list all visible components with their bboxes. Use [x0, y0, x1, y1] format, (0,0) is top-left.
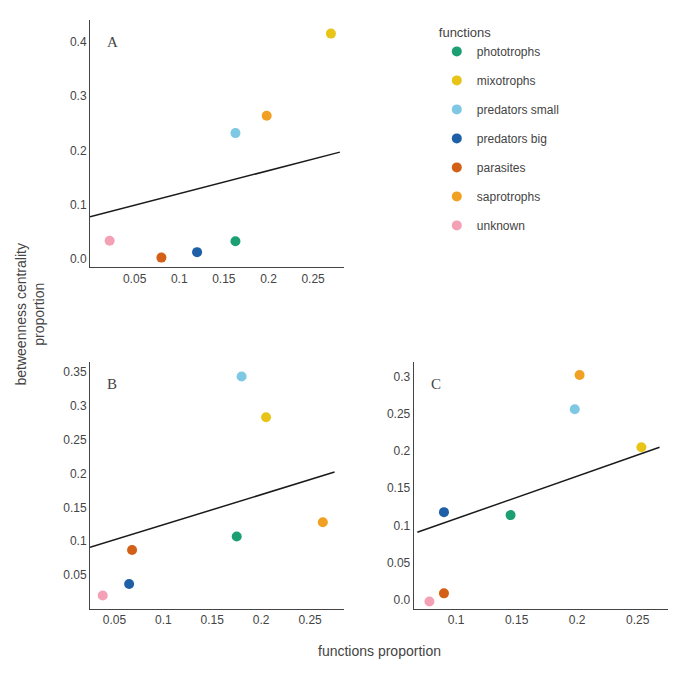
svg-text:B: B [107, 376, 117, 392]
svg-text:0.3: 0.3 [70, 399, 87, 413]
svg-text:0.0: 0.0 [70, 252, 87, 266]
svg-text:0.25: 0.25 [298, 613, 322, 627]
svg-text:A: A [107, 34, 118, 50]
svg-text:0.3: 0.3 [394, 370, 411, 384]
svg-text:parasites: parasites [477, 161, 526, 175]
svg-text:0.35: 0.35 [63, 365, 87, 379]
svg-text:0.2: 0.2 [253, 613, 270, 627]
svg-text:0.1: 0.1 [171, 272, 188, 286]
svg-text:0.0: 0.0 [394, 593, 411, 607]
svg-text:0.4: 0.4 [70, 35, 87, 49]
svg-text:0.05: 0.05 [123, 272, 147, 286]
svg-text:0.25: 0.25 [387, 407, 411, 421]
svg-text:functions: functions [439, 25, 492, 40]
svg-text:0.15: 0.15 [212, 272, 236, 286]
svg-text:0.15: 0.15 [505, 613, 529, 627]
svg-text:0.25: 0.25 [63, 433, 87, 447]
svg-text:C: C [431, 376, 441, 392]
svg-text:0.05: 0.05 [103, 613, 127, 627]
svg-text:0.25: 0.25 [301, 272, 325, 286]
svg-text:0.1: 0.1 [448, 613, 465, 627]
svg-text:0.15: 0.15 [387, 481, 411, 495]
svg-text:betweenness centralityproporti: betweenness centralityproportion [13, 243, 47, 385]
svg-text:0.15: 0.15 [63, 501, 87, 515]
svg-text:0.05: 0.05 [63, 568, 87, 582]
svg-text:0.05: 0.05 [387, 556, 411, 570]
svg-text:0.15: 0.15 [201, 613, 225, 627]
svg-text:0.25: 0.25 [626, 613, 650, 627]
svg-text:0.2: 0.2 [70, 144, 87, 158]
svg-text:functions proportion: functions proportion [318, 643, 441, 659]
svg-text:predators small: predators small [477, 103, 559, 117]
svg-text:0.2: 0.2 [569, 613, 586, 627]
svg-text:predators big: predators big [477, 132, 547, 146]
svg-text:phototrophs: phototrophs [477, 45, 540, 59]
svg-text:saprotrophs: saprotrophs [477, 190, 540, 204]
svg-text:unknown: unknown [477, 219, 525, 233]
svg-text:0.2: 0.2 [394, 444, 411, 458]
svg-text:0.2: 0.2 [70, 467, 87, 481]
svg-text:mixotrophs: mixotrophs [477, 74, 536, 88]
svg-text:0.1: 0.1 [155, 613, 172, 627]
svg-text:0.1: 0.1 [70, 198, 87, 212]
svg-text:0.2: 0.2 [260, 272, 277, 286]
svg-text:0.3: 0.3 [70, 89, 87, 103]
svg-text:0.1: 0.1 [70, 534, 87, 548]
svg-text:0.1: 0.1 [394, 519, 411, 533]
